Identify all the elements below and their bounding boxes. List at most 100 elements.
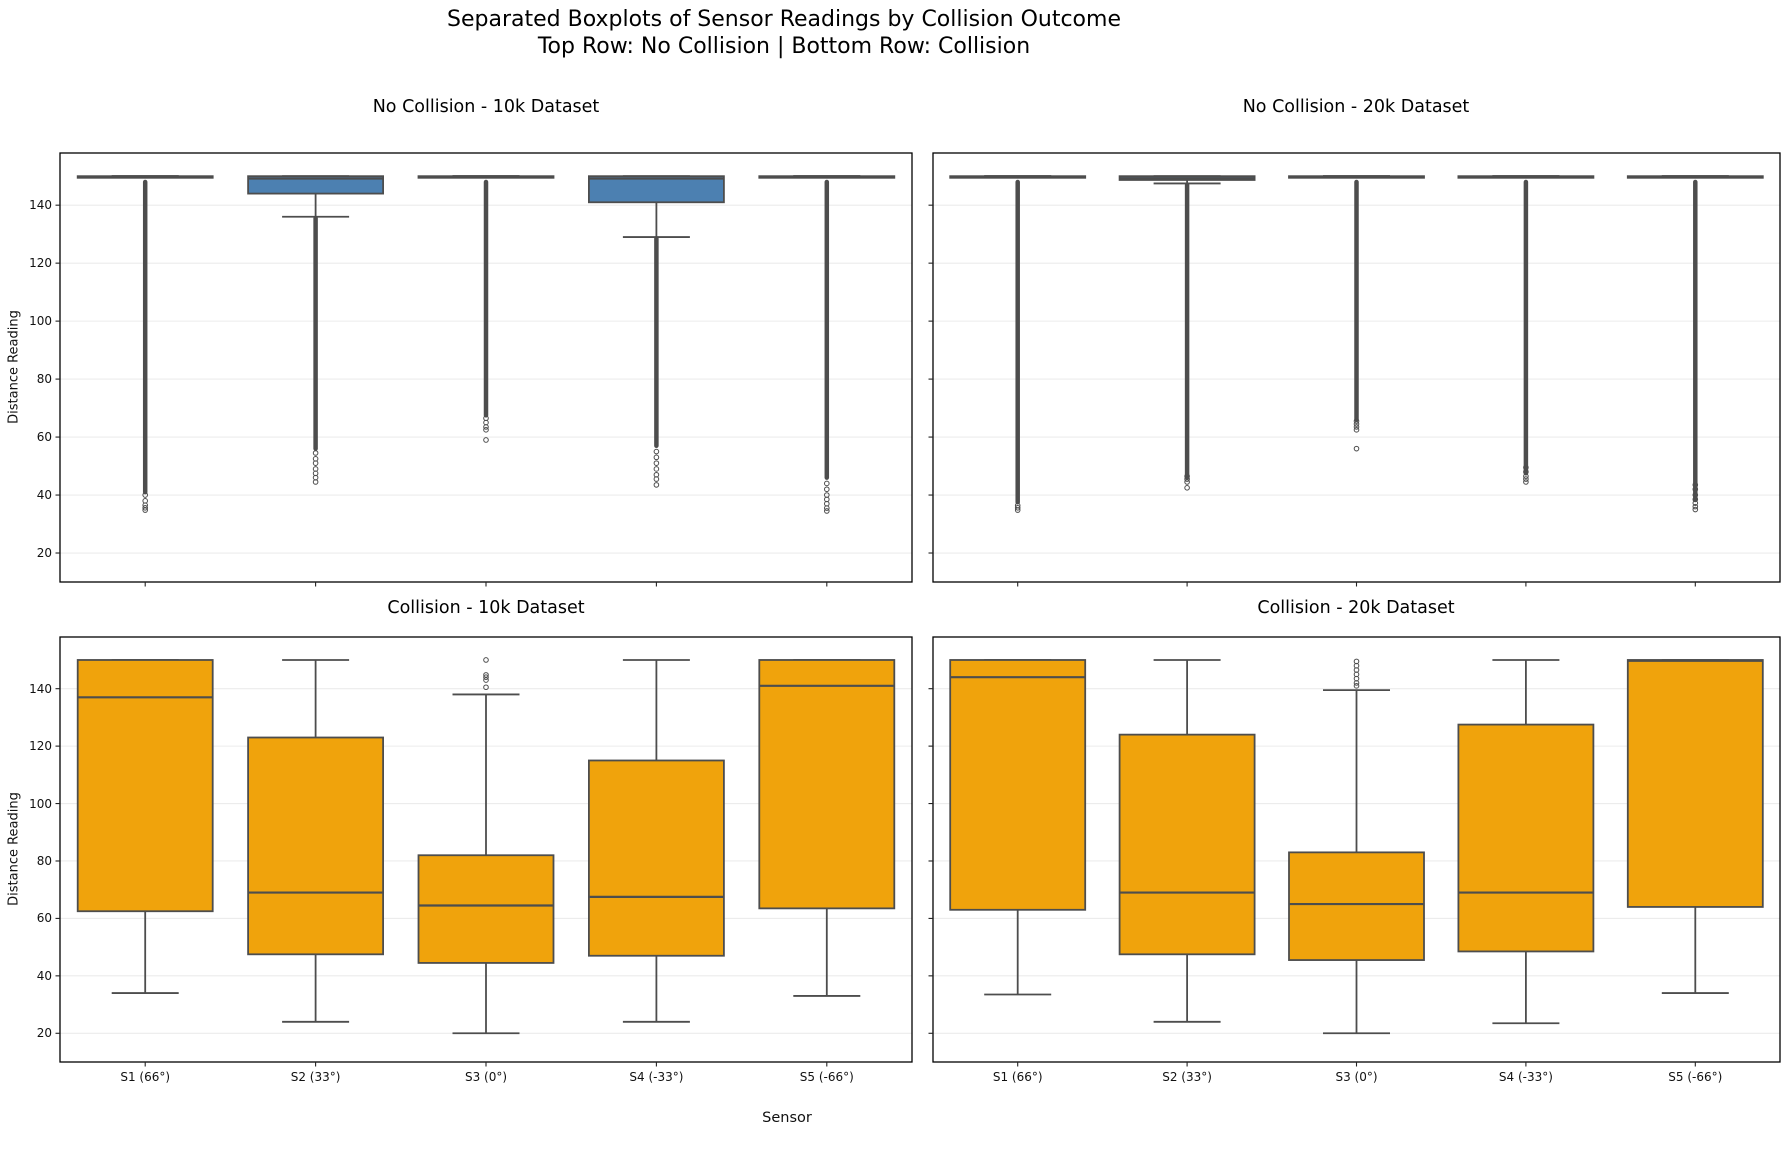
y-tick-label: 120 [29, 739, 52, 754]
outlier-point [1353, 683, 1360, 689]
x-tick-label: S4 (-33°) [629, 1070, 684, 1084]
outlier-point [1353, 418, 1360, 424]
outlier-point [653, 448, 660, 455]
y-tick-label: 60 [36, 430, 52, 445]
outlier-point [1184, 479, 1190, 485]
y-tick-label: 120 [29, 256, 52, 271]
boxplot-no-collision-10k-s3 [417, 175, 555, 443]
outlier-point [483, 427, 489, 433]
box [76, 659, 214, 913]
boxplot-collision-10k-s1 [76, 659, 214, 994]
x-axis-label: Sensor [762, 1110, 812, 1126]
outlier-point [142, 504, 148, 511]
outlier-point [1353, 421, 1360, 427]
outlier-point [653, 466, 660, 472]
outlier-point [1184, 476, 1190, 482]
boxplot-no-collision-20k-s1 [949, 175, 1087, 513]
y-tick-label: 40 [36, 968, 52, 983]
boxplot-no-collision-20k-s5 [1626, 175, 1764, 513]
boxplot-collision-10k-s4 [588, 659, 725, 1023]
y-tick-label: 140 [29, 198, 52, 213]
outlier-point [483, 437, 489, 443]
y-tick-label: 140 [29, 681, 52, 696]
outlier-point [1692, 482, 1699, 488]
outlier-point [824, 480, 830, 487]
outlier-point [483, 677, 489, 683]
boxplot-no-collision-20k-s4 [1457, 175, 1595, 485]
outlier-point [1014, 504, 1021, 511]
y-tick-label: 20 [36, 1026, 52, 1041]
outlier-point [824, 508, 830, 514]
box [417, 854, 555, 964]
outlier-point [1184, 484, 1190, 491]
subplot-no-collision-20k [928, 152, 1781, 587]
boxplot-no-collision-20k-s3 [1288, 175, 1425, 452]
outlier-point [312, 456, 319, 462]
x-tick-label: S1 (66°) [992, 1070, 1043, 1084]
boxplot-collision-10k-s3 [417, 657, 555, 1035]
x-tick-label: S3 (0°) [464, 1070, 508, 1084]
box [247, 736, 385, 956]
boxplot-no-collision-10k-s2 [247, 175, 385, 485]
x-tick-label: S3 (0°) [1335, 1070, 1378, 1084]
box [1457, 723, 1595, 953]
outlier-point [1014, 502, 1021, 509]
outlier-point [653, 460, 660, 466]
box [758, 659, 896, 910]
x-tick-label: S2 (33°) [1162, 1070, 1212, 1084]
boxplot-collision-20k-s4 [1457, 659, 1595, 1025]
figure-title-line1: Separated Boxplots of Sensor Readings by… [447, 7, 1121, 32]
outlier-point [483, 415, 489, 422]
outlier-point [653, 454, 660, 461]
y-tick-label: 80 [36, 853, 52, 868]
outlier-point [1353, 445, 1360, 452]
outlier-point [1523, 464, 1529, 471]
y-tick-label: 100 [29, 796, 52, 811]
boxplot-collision-10k-s2 [247, 659, 385, 1023]
outlier-point [142, 492, 148, 498]
outlier-point [483, 674, 489, 681]
subplot-no-collision-10k [55, 152, 913, 587]
outlier-point [824, 486, 830, 493]
box [1626, 659, 1764, 908]
boxplot-collision-20k-s3 [1288, 658, 1425, 1035]
outlier-point [1692, 500, 1699, 506]
subplot-title-no-collision-10k: No Collision - 10k Dataset [372, 97, 600, 117]
outlier-point [653, 482, 660, 488]
outlier-point [483, 684, 489, 691]
figure-title: Separated Boxplots of Sensor Readings by… [447, 6, 1121, 60]
y-tick-label: 60 [36, 911, 52, 926]
x-tick-label: S4 (-33°) [1498, 1070, 1553, 1084]
boxplot-collision-20k-s2 [1118, 659, 1256, 1023]
boxplot-no-collision-10k-s5 [758, 175, 896, 514]
y-tick-label: 80 [36, 372, 52, 387]
subplot-title-collision-20k: Collision - 20k Dataset [1257, 598, 1455, 618]
boxplot-no-collision-10k-s1 [76, 175, 214, 513]
outlier-point [312, 466, 319, 472]
outlier-point [483, 672, 489, 678]
x-tick-label: S5 (-66°) [1668, 1070, 1723, 1084]
box [1118, 733, 1256, 956]
outlier-point [1692, 503, 1699, 510]
x-tick-label: S1 (66°) [120, 1070, 171, 1084]
outlier-point [653, 471, 660, 478]
box [588, 175, 725, 204]
box [588, 759, 725, 957]
subplot-title-collision-10k: Collision - 10k Dataset [387, 598, 585, 618]
box [247, 175, 385, 195]
outlier-point [1184, 473, 1190, 479]
outlier-point [483, 657, 489, 663]
figure-title-line2: Top Row: No Collision | Bottom Row: Coll… [537, 34, 1031, 59]
outlier-point [1692, 506, 1699, 513]
outlier-point [1523, 479, 1529, 485]
x-tick-label: S2 (33°) [290, 1070, 341, 1084]
boxplot-collision-10k-s5 [758, 659, 896, 997]
outlier-point [1353, 658, 1360, 665]
outlier-point [1353, 424, 1360, 430]
subplot-collision-10k [55, 636, 913, 1067]
boxplot-no-collision-20k-s2 [1118, 175, 1256, 491]
box [1288, 851, 1425, 961]
boxplot-collision-20k-s1 [949, 659, 1087, 996]
